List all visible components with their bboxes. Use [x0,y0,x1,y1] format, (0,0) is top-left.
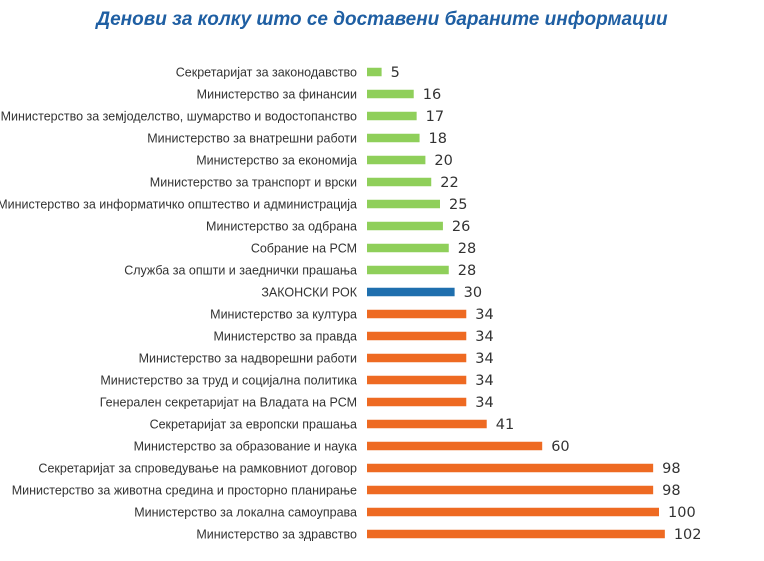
category-label: Министерство за здравство [196,528,357,542]
value-label: 20 [434,153,452,169]
bar [367,287,455,297]
category-label: Секретаријат за законодавство [176,66,357,80]
category-label: Служба за општи и заеднички прашања [124,264,357,278]
bar [367,243,449,253]
bar [367,353,467,363]
value-label: 16 [423,87,441,103]
bar [367,419,487,429]
value-label: 34 [475,395,493,411]
value-label: 18 [429,131,447,147]
bar [367,199,440,209]
value-label: 98 [662,483,680,499]
value-label: 98 [662,461,680,477]
category-label: Собрание на РСМ [251,242,357,256]
chart-title: Денови за колку што се доставени баранит… [96,9,668,30]
category-label: ЗАКОНСКИ РОК [261,286,357,300]
bar [367,441,543,451]
value-label: 22 [440,175,458,191]
value-label: 34 [475,307,493,323]
category-label: Министерство за информатичко општество и… [0,198,357,212]
value-label: 102 [674,527,702,543]
category-label: Министерство за образование и наука [134,440,357,454]
category-label: Министерство за одбрана [206,220,357,234]
value-label: 17 [426,109,444,125]
category-label: Министерство за труд и социјална политик… [100,374,357,388]
category-label: Секретаријат за европски прашања [150,418,357,432]
category-label: Министерство за транспорт и врски [150,176,357,190]
value-label: 28 [458,263,476,279]
category-label: Министерство за финансии [197,88,357,102]
bar [367,221,443,231]
value-label: 30 [464,285,482,301]
category-label: Министерство за животна средина и просто… [12,484,357,498]
value-label: 34 [475,373,493,389]
value-label: 34 [475,351,493,367]
bar [367,89,414,99]
bar [367,309,467,319]
bar [367,485,654,495]
value-label: 25 [449,197,467,213]
value-label: 41 [496,417,514,433]
bar [367,155,426,165]
bar [367,463,654,473]
category-label: Министерство за земјоделство, шумарство … [1,110,357,124]
category-label: Министерство за правда [214,330,358,344]
bar [367,375,467,385]
bar [367,67,382,77]
value-label: 60 [551,439,569,455]
category-label: Министерство за надворешни работи [139,352,357,366]
bar [367,177,432,187]
value-label: 100 [668,505,696,521]
bar [367,507,659,517]
bar [367,331,467,341]
category-label: Министерство за локална самоуправа [134,506,357,520]
value-label: 5 [391,65,400,81]
category-label: Министерство за култура [210,308,357,322]
value-label: 34 [475,329,493,345]
value-label: 28 [458,241,476,257]
category-label: Секретаријат за спроведување на рамковни… [38,462,357,476]
bar [367,529,665,539]
category-label: Министерство за внатрешни работи [147,132,357,146]
category-label: Министерство за економија [196,154,357,168]
category-label: Генерален секретаријат на Владата на РСМ [100,396,357,410]
bar [367,397,467,407]
bar [367,111,417,121]
bar [367,133,420,143]
bar [367,265,449,275]
value-label: 26 [452,219,470,235]
